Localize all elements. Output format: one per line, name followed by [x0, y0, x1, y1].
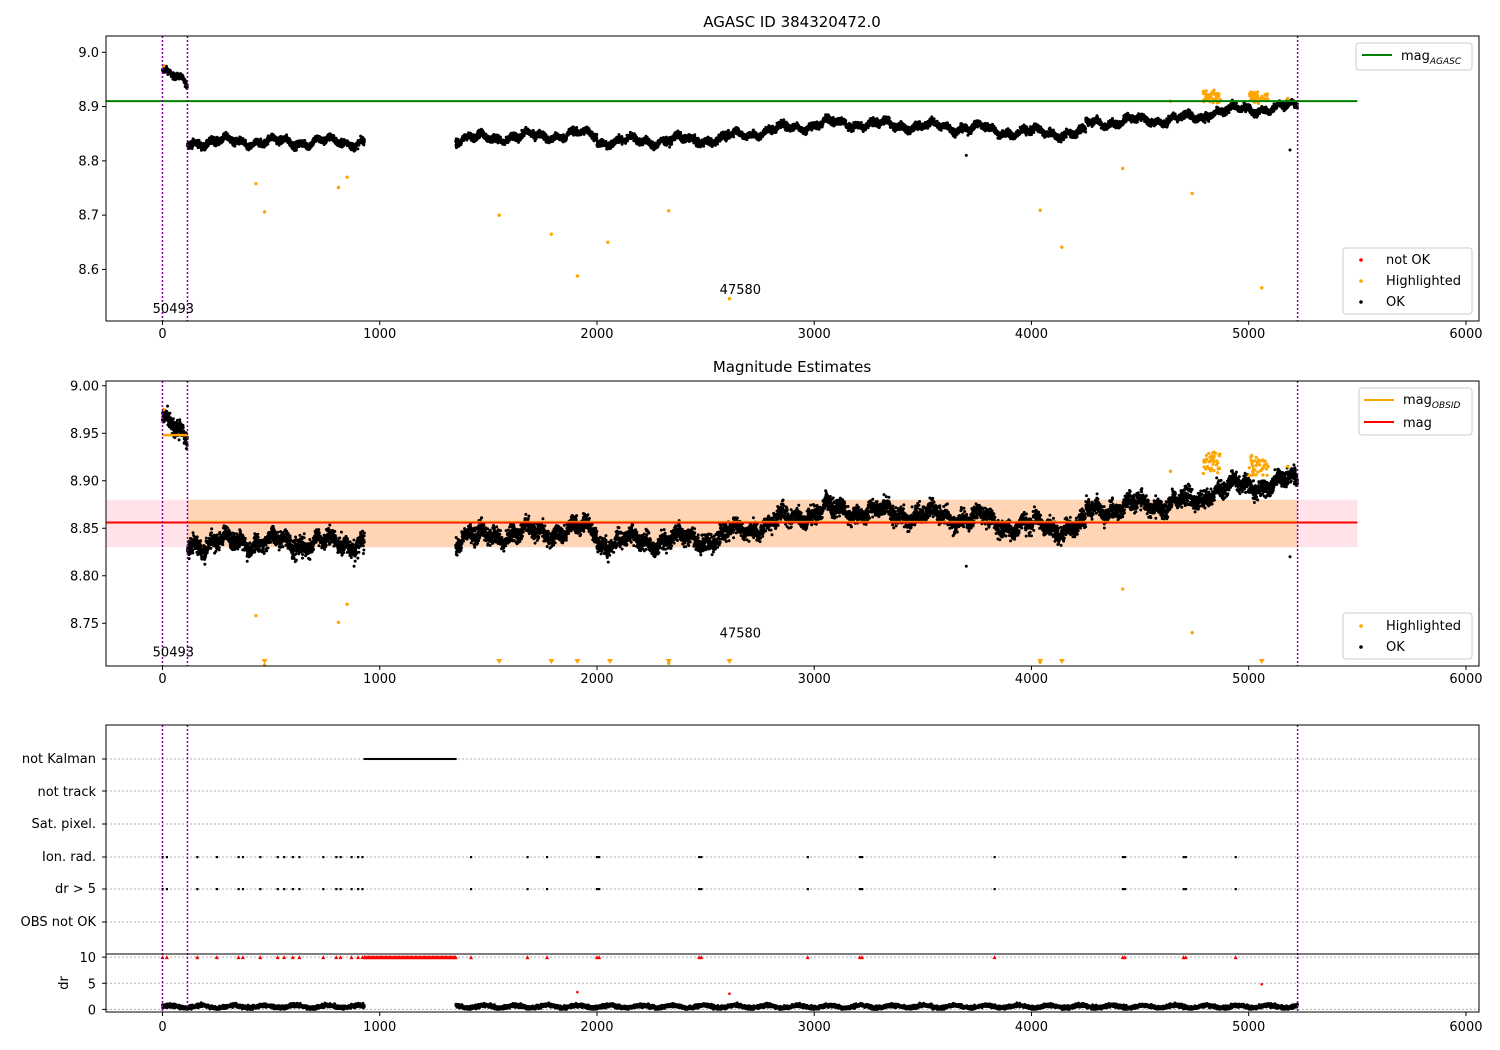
- ok-point: [732, 135, 736, 139]
- ok-point: [782, 118, 786, 122]
- panel1-title: AGASC ID 384320472.0: [703, 13, 881, 31]
- ok-point: [215, 135, 219, 139]
- ok-point: [356, 147, 360, 151]
- ok-point: [702, 144, 706, 148]
- ok-point: [362, 138, 366, 142]
- ok-point: [693, 133, 697, 137]
- panel1-points: [160, 64, 1299, 301]
- ok-point: [716, 142, 720, 146]
- ok-point: [259, 137, 263, 141]
- ok-point: [225, 132, 229, 136]
- ok-point: [595, 132, 599, 136]
- ok-point: [668, 145, 672, 149]
- ok-point: [285, 133, 289, 137]
- ok-point: [575, 126, 579, 130]
- ok-point: [498, 135, 502, 139]
- ok-point: [851, 129, 855, 133]
- ok-point: [362, 143, 366, 147]
- ok-point: [303, 138, 307, 142]
- ok-point: [212, 135, 216, 139]
- ok-point: [805, 131, 809, 135]
- panel-agasc: AGASC ID 384320472.0 50493 47580 0 1000 20…: [78, 13, 1482, 342]
- ok-point: [595, 136, 599, 140]
- ok-point: [844, 119, 848, 123]
- ok-point: [357, 143, 361, 147]
